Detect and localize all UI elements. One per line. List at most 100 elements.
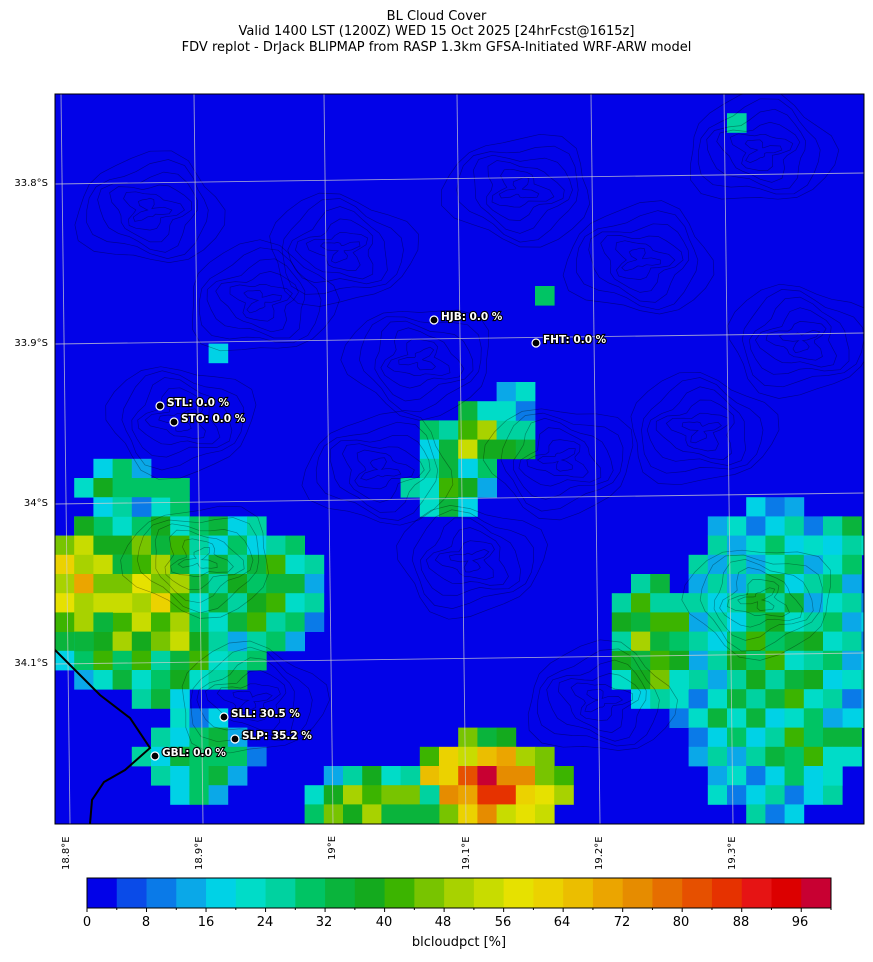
cloud-cell	[131, 535, 152, 556]
cloud-cell	[419, 746, 440, 767]
station-markers: HJB: 0.0 % FHT: 0.0 % STL: 0.0 % STO: 0.0 %…	[150, 310, 608, 761]
cloud-cell	[55, 554, 56, 575]
cloud-cell	[93, 631, 113, 652]
cloud-cell	[650, 612, 670, 632]
cloud-cell	[496, 382, 517, 402]
cloud-cell	[170, 516, 190, 536]
colorbar-tick: 24	[256, 915, 274, 930]
cloud-cell	[55, 631, 75, 652]
cloud-cell	[55, 593, 56, 613]
plot-area	[55, 94, 864, 824]
cloud-cell	[823, 574, 843, 594]
cloud-cell	[285, 593, 305, 613]
colorbar-swatch	[563, 878, 594, 908]
cloud-cell	[381, 804, 401, 824]
cloud-cell	[93, 516, 113, 536]
cloud-cell	[842, 631, 862, 652]
colorbar-swatch	[682, 878, 713, 908]
terrain-contours	[74, 94, 864, 754]
cloud-cell	[496, 804, 517, 824]
cloud-cell	[131, 650, 152, 671]
cloud-cell	[419, 785, 440, 805]
contour-line	[190, 646, 313, 743]
cloud-cell	[247, 746, 267, 767]
contour-line	[386, 338, 451, 377]
station-label: FHT: 0.0 %	[543, 334, 607, 346]
cloud-cell	[535, 785, 555, 805]
cloud-cell	[535, 286, 555, 306]
contour-line	[473, 154, 573, 234]
cloud-cell	[727, 612, 747, 632]
contour-line	[615, 240, 676, 280]
cloud-cell	[74, 650, 94, 671]
colorbar-tick: 40	[375, 915, 393, 930]
cloud-cell	[74, 631, 94, 652]
chart-subtitle-valid: Valid 1400 LST (1200Z) WED 15 Oct 2025 […	[238, 24, 635, 39]
cloud-cell	[458, 766, 478, 786]
colorbar-swatch	[444, 878, 475, 908]
colorbar-tick: 80	[672, 915, 690, 930]
contour-line	[716, 121, 801, 183]
cloud-cell	[746, 708, 766, 728]
cloud-cell	[55, 554, 56, 575]
cloud-cell	[842, 650, 862, 671]
cloud-cell	[131, 612, 152, 632]
cloud-cell	[151, 516, 171, 536]
cloud-cell	[458, 785, 478, 805]
contour-line	[164, 529, 245, 591]
cloud-cell	[496, 785, 517, 805]
cloud-cell	[842, 708, 862, 728]
contour-line	[681, 549, 831, 661]
cloud-cell	[515, 420, 536, 440]
cloud-cell	[746, 574, 766, 594]
cloud-cell	[707, 650, 728, 671]
cloud-cell	[803, 746, 824, 767]
contour-line	[154, 523, 254, 604]
cloud-cell	[458, 401, 478, 421]
cloud-cell	[631, 593, 651, 613]
cloud-cell	[400, 804, 421, 824]
cloud-cell	[765, 612, 785, 632]
cloud-cell	[170, 535, 190, 556]
cloud-cell	[189, 766, 209, 786]
cloud-cell	[611, 593, 632, 613]
cloud-cell	[727, 650, 747, 671]
cloud-cell	[803, 650, 824, 671]
cloud-cell	[208, 650, 229, 671]
cloud-cell	[151, 670, 171, 690]
cloud-cell	[419, 439, 440, 460]
contour-line	[109, 184, 192, 243]
cloud-cell	[707, 727, 728, 748]
cloud-cell	[784, 708, 805, 728]
cloud-cell	[823, 766, 843, 786]
cloud-cell	[707, 785, 728, 805]
cloud-cell	[496, 401, 517, 421]
contour-line	[690, 94, 840, 200]
cloud-cell	[688, 650, 709, 671]
cloud-cell	[189, 612, 209, 632]
cloud-cell	[439, 766, 459, 786]
cloud-cell	[746, 631, 766, 652]
cloud-cell	[515, 766, 536, 786]
contour-line	[713, 559, 814, 641]
cloud-cell	[727, 785, 747, 805]
cloud-cell	[823, 746, 843, 767]
contour-line	[526, 439, 589, 478]
cloud-cell	[515, 439, 536, 460]
contour-line	[215, 271, 299, 333]
cloud-cell	[688, 689, 709, 709]
cloud-cell	[170, 708, 190, 728]
colorbar-swatch	[414, 878, 445, 908]
cloud-cell	[55, 574, 75, 594]
cloud-cell	[842, 612, 862, 632]
cloud-cell	[803, 593, 824, 613]
cloud-cell	[823, 593, 843, 613]
cloud-cell	[688, 670, 709, 690]
contour-line	[500, 412, 624, 512]
meridian-line	[193, 94, 204, 824]
contour-line	[305, 232, 369, 271]
cloud-cell	[477, 478, 497, 498]
cloud-cell	[208, 670, 229, 690]
cloud-cell	[535, 746, 555, 767]
cloud-cell	[707, 746, 728, 767]
